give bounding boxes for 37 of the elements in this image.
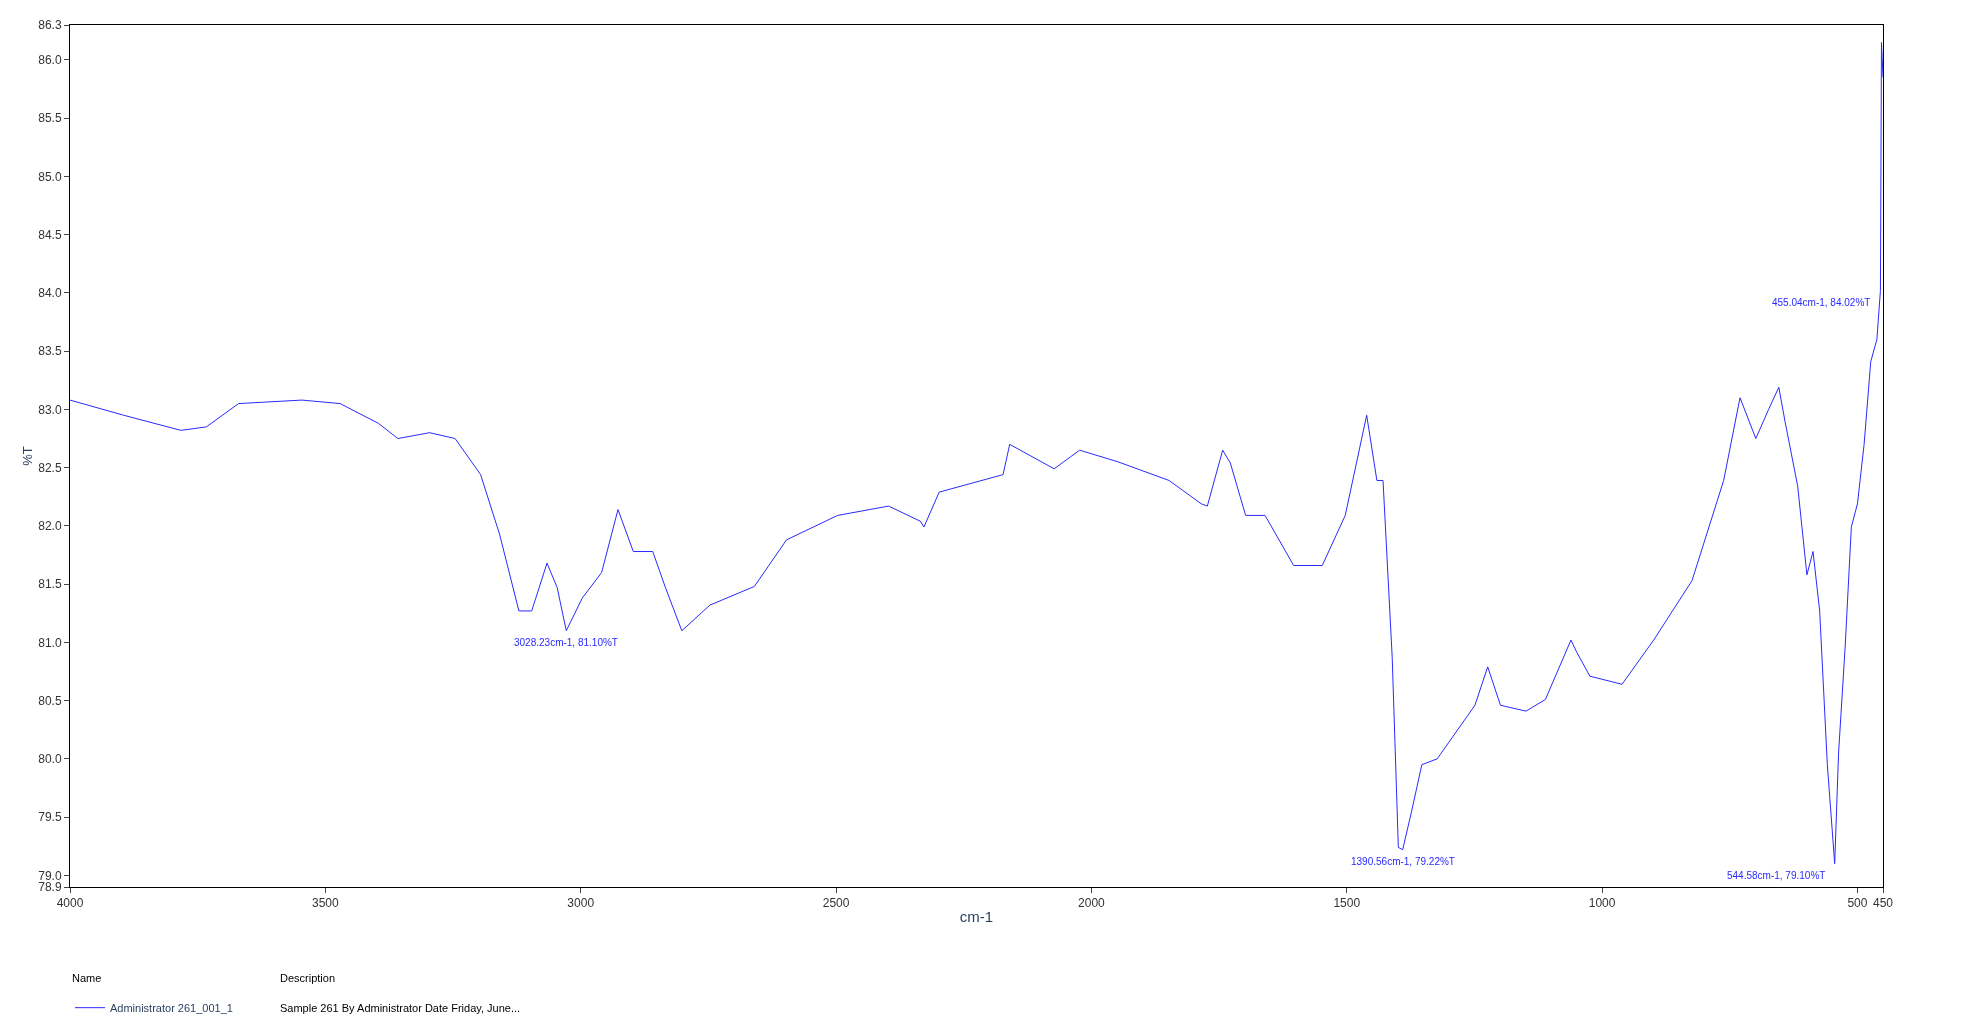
- x-tick-label: 3000: [567, 896, 595, 911]
- y-tick-label: 85.5: [38, 111, 62, 126]
- y-axis-title: %T: [20, 446, 36, 466]
- x-tick-label: 4000: [56, 896, 84, 911]
- y-tick-label: 85.0: [38, 169, 62, 184]
- y-tick-label: 84.5: [38, 227, 62, 242]
- text: Sample 261 By Administrator Date Friday, June...: [280, 1002, 521, 1014]
- y-tick-label: 79.5: [38, 810, 62, 825]
- x-tick-label: 1000: [1588, 896, 1616, 911]
- x-tick-label: 3500: [312, 896, 340, 911]
- annotation: 3028.23cm-1, 81.10%T: [514, 637, 618, 648]
- x-tick-label: 1500: [1333, 896, 1361, 911]
- y-tick-label: 82.0: [38, 519, 62, 534]
- annotation: 1390.56cm-1, 79.22%T: [1351, 856, 1455, 867]
- y-tick-label: 78.9: [38, 880, 62, 895]
- y-tick-label: 82.5: [38, 460, 62, 475]
- annotation: 544.58cm-1, 79.10%T: [1727, 870, 1826, 881]
- y-tick-label: 86.3: [38, 18, 62, 33]
- y-tick-label: 86.0: [38, 53, 62, 68]
- y-tick-label: 83.5: [38, 344, 62, 359]
- annotation: 455.04cm-1, 84.02%T: [1772, 297, 1871, 308]
- y-tick-label: 80.0: [38, 752, 62, 767]
- x-axis-title: cm-1: [959, 908, 994, 926]
- x-tick-label: 500: [1847, 896, 1868, 911]
- y-tick-label: 81.0: [38, 635, 62, 650]
- legend-label: Administrator 261_001_1: [110, 1001, 233, 1014]
- y-tick-label: 81.5: [38, 577, 62, 592]
- y-tick-label: 79.0: [38, 868, 62, 883]
- y-tick-label: 84.0: [38, 286, 62, 301]
- x-tick-label: 450: [1872, 896, 1894, 911]
- text: Description: [280, 972, 336, 984]
- x-tick-label: 2500: [822, 896, 850, 911]
- y-tick-label: 80.5: [38, 693, 62, 708]
- x-tick-label: 2000: [1078, 896, 1106, 911]
- line-series: [70, 41, 1883, 865]
- y-tick-label: 83.0: [38, 402, 62, 417]
- text: Name: [72, 972, 102, 984]
